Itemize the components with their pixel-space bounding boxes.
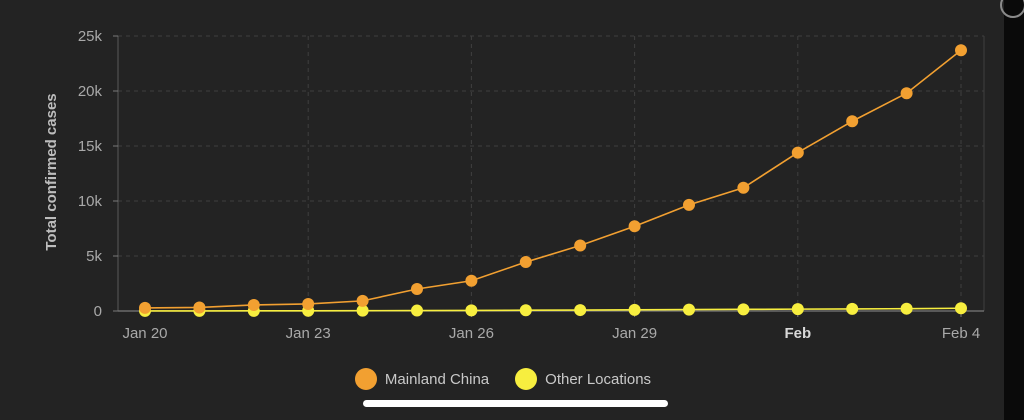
y-tick-label: 0 bbox=[94, 303, 102, 320]
legend-label: Mainland China bbox=[384, 370, 490, 388]
other-locations-point bbox=[955, 302, 967, 315]
mainland-china-point bbox=[411, 283, 423, 295]
home-indicator[interactable] bbox=[363, 400, 668, 407]
mainland-china-point bbox=[302, 297, 315, 310]
series-layer bbox=[139, 44, 967, 317]
legend-label: Other Locations bbox=[545, 370, 652, 388]
other-locations-point bbox=[411, 304, 423, 317]
y-tick-label: 15k bbox=[78, 138, 103, 155]
other-locations-point bbox=[737, 303, 750, 316]
other-locations-point bbox=[791, 303, 804, 316]
screen-edge bbox=[1004, 0, 1024, 420]
gridlines bbox=[118, 35, 985, 311]
mainland-china-point bbox=[247, 298, 260, 311]
other-locations-swatch bbox=[515, 368, 538, 390]
mainland-china-point bbox=[900, 87, 913, 100]
mainland-china-line bbox=[144, 49, 962, 309]
other-locations-point bbox=[628, 303, 641, 316]
y-tick-label: 5k bbox=[86, 248, 102, 265]
other-locations-point bbox=[683, 303, 695, 316]
x-tick-label: Feb 4 bbox=[942, 325, 980, 342]
y-tick-label: 20k bbox=[78, 83, 103, 100]
mainland-china-point bbox=[846, 115, 859, 128]
mainland-china-point bbox=[737, 181, 750, 194]
other-locations-point bbox=[465, 304, 478, 317]
other-locations-point bbox=[900, 302, 913, 315]
y-tick-label: 10k bbox=[78, 193, 103, 210]
y-tick-label: 25k bbox=[78, 28, 103, 45]
x-tick-label: Jan 23 bbox=[286, 325, 331, 342]
other-locations-point bbox=[846, 302, 859, 315]
mainland-china-point bbox=[356, 294, 369, 307]
other-locations-point bbox=[574, 304, 587, 317]
mainland-china-point bbox=[574, 239, 587, 252]
mainland-china-point bbox=[683, 198, 695, 211]
corner-button-icon[interactable] bbox=[1000, 0, 1024, 18]
x-tick-label: Feb bbox=[784, 325, 811, 342]
x-tick-label: Jan 29 bbox=[612, 325, 657, 342]
mainland-china-point bbox=[193, 301, 206, 314]
mainland-china-point bbox=[791, 146, 804, 159]
mainland-china-point bbox=[139, 301, 151, 314]
mainland-china-point bbox=[955, 44, 967, 57]
mainland-china-point bbox=[519, 256, 532, 269]
mainland-china-swatch bbox=[354, 368, 377, 390]
legend-item-other-locations[interactable]: Other Locations bbox=[515, 368, 651, 390]
other-locations-point bbox=[356, 304, 369, 317]
other-locations-point bbox=[519, 304, 532, 317]
y-axis-label: Total confirmed cases bbox=[43, 93, 60, 250]
mainland-china-point bbox=[628, 220, 641, 233]
x-tick-label: Jan 20 bbox=[122, 325, 167, 342]
other-locations-line bbox=[145, 307, 962, 312]
mainland-china-point bbox=[465, 274, 478, 287]
x-tick-label: Jan 26 bbox=[449, 325, 494, 342]
axes: 0 5k 10k 15k 20k 25k Jan 20 Jan 23 Jan 26 Jan 29 F… bbox=[78, 28, 984, 342]
legend-item-mainland-china[interactable]: Mainland China bbox=[354, 368, 490, 390]
legend: Mainland China Other Locations bbox=[0, 368, 1006, 390]
